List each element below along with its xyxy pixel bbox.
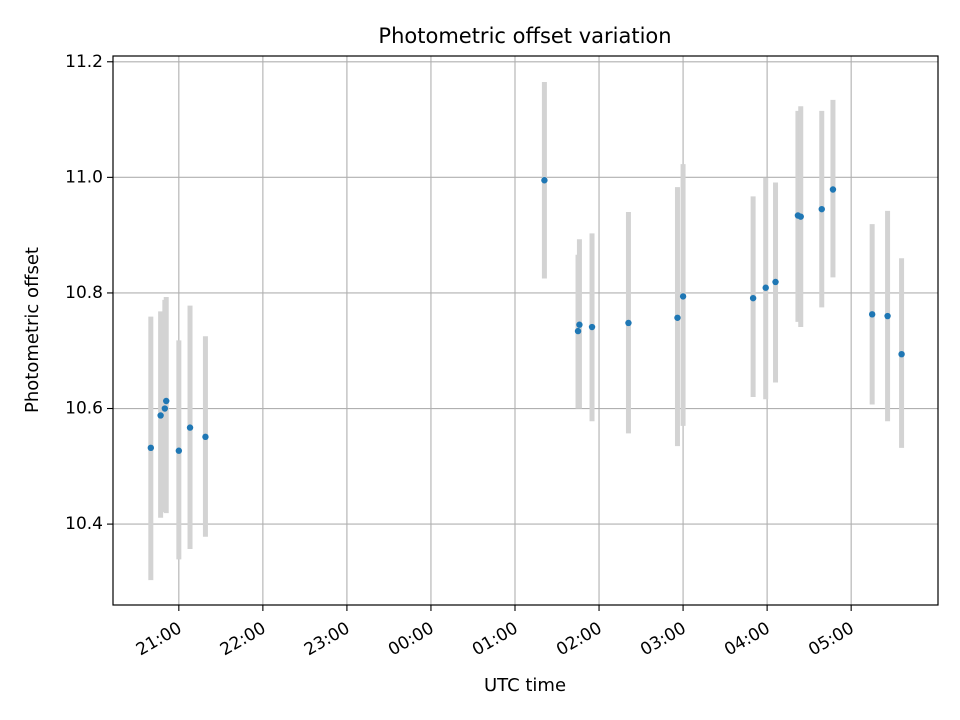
data-point — [762, 284, 769, 291]
data-point — [147, 444, 155, 452]
data-point — [772, 278, 779, 286]
y-tick-label: 10.4 — [65, 514, 103, 534]
data-point — [868, 311, 876, 318]
data-point — [674, 314, 681, 321]
data-point — [679, 293, 687, 300]
data-point — [541, 177, 548, 184]
data-point — [829, 186, 837, 193]
x-axis-label: UTC time — [484, 675, 566, 696]
data-point — [163, 397, 170, 405]
y-axis-label: Photometric offset — [22, 247, 43, 413]
y-tick-label: 10.8 — [65, 283, 103, 303]
data-point — [157, 412, 164, 419]
data-point — [574, 327, 582, 335]
data-point — [898, 350, 905, 358]
plot-frame — [112, 55, 939, 606]
data-point — [588, 323, 596, 331]
data-point — [797, 213, 804, 220]
data-point — [625, 319, 632, 327]
data-point — [818, 205, 825, 213]
data-points — [147, 177, 905, 454]
y-axis: 10.4 10.6 10.8 11.0 11.2 — [65, 52, 113, 534]
y-tick-label: 10.6 — [65, 399, 103, 419]
data-point — [202, 433, 209, 441]
y-tick-label: 11.2 — [65, 52, 103, 72]
data-point — [884, 312, 891, 320]
chart-title: Photometric offset variation — [378, 24, 671, 48]
data-point — [576, 321, 583, 328]
data-point — [161, 405, 169, 412]
y-tick-label: 11.0 — [65, 167, 103, 187]
data-point — [175, 447, 183, 454]
data-point — [186, 424, 194, 431]
data-point — [749, 294, 757, 302]
